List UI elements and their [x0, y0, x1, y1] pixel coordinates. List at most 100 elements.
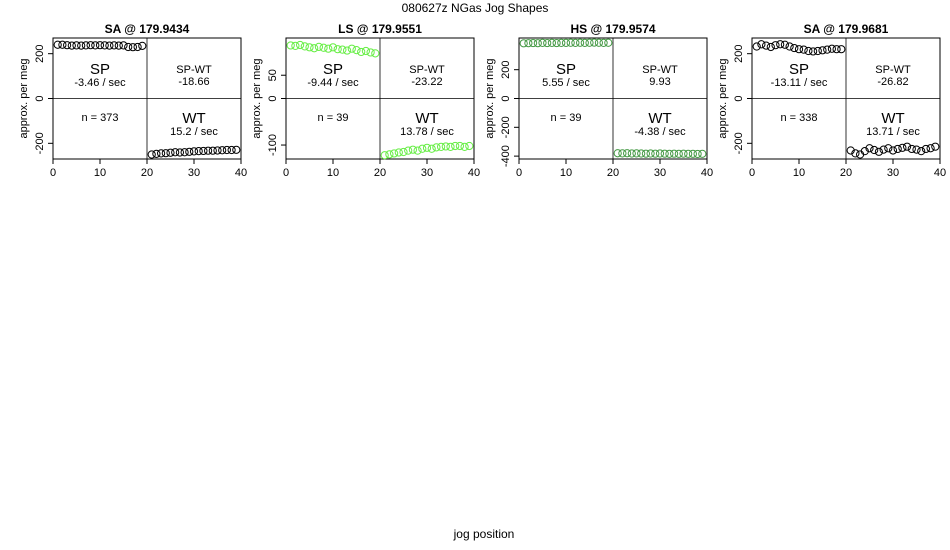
- data-point: [674, 149, 683, 158]
- data-point: [432, 143, 441, 152]
- data-point: [194, 147, 203, 156]
- x-tick-label: 0: [283, 167, 289, 179]
- panel-1: SA @ 179.9434 0 10 20 30 40 -200 0 200 approx. pe…: [18, 22, 247, 179]
- data-point: [385, 150, 394, 159]
- data-point: [594, 38, 604, 47]
- data-point: [147, 150, 156, 159]
- data-point: [888, 146, 898, 155]
- data-point: [286, 41, 295, 50]
- spwt-label: SP-WT: [176, 64, 212, 76]
- data-point: [291, 41, 300, 51]
- data-point: [328, 43, 338, 52]
- data-point: [879, 145, 888, 154]
- data-point: [67, 41, 76, 50]
- data-point: [580, 38, 589, 47]
- data-point: [418, 144, 427, 153]
- x-tick-label: 0: [516, 167, 522, 179]
- data-point: [790, 43, 799, 53]
- data-point: [138, 41, 147, 50]
- y-tick-label: 200: [34, 45, 46, 63]
- sp-label: SP: [323, 61, 343, 78]
- data-point: [218, 146, 227, 155]
- data-point: [305, 43, 314, 52]
- data-point: [352, 46, 361, 55]
- data-point: [893, 144, 902, 154]
- y-axis-title: approx. per meg: [484, 58, 496, 138]
- data-point: [300, 42, 309, 51]
- x-tick-label: 40: [701, 167, 713, 179]
- sp-rate: -9.44 / sec: [307, 77, 359, 89]
- x-tick-label: 20: [840, 167, 852, 179]
- data-point: [912, 145, 921, 154]
- wt-label: WT: [182, 110, 205, 127]
- data-point: [698, 149, 707, 158]
- x-tick-label: 10: [327, 167, 339, 179]
- data-point: [813, 46, 822, 56]
- data-point: [794, 45, 804, 54]
- data-point: [72, 41, 81, 50]
- data-point: [114, 41, 123, 50]
- data-point: [604, 38, 613, 47]
- data-point: [427, 144, 436, 153]
- data-point: [119, 41, 128, 50]
- y-tick-label: 0: [34, 95, 46, 101]
- data-point: [157, 149, 166, 158]
- data-point: [366, 48, 375, 57]
- data-point: [655, 149, 665, 158]
- data-point: [185, 147, 194, 156]
- panel-2: LS @ 179.9551 0 10 20 30 40 -100 0 50 approx. per…: [251, 22, 480, 179]
- spwt-value: 9.93: [649, 76, 670, 88]
- spwt-label: SP-WT: [409, 64, 445, 76]
- sp-rate: -3.46 / sec: [74, 77, 126, 89]
- x-tick-label: 30: [421, 167, 433, 179]
- data-point: [823, 45, 832, 54]
- panel-3: HS @ 179.9574 0 10 20 30 40 -400 -200 0 200 approx…: [484, 22, 713, 179]
- x-tick-label: 10: [793, 167, 805, 179]
- y-tick-label: -100: [267, 134, 279, 156]
- data-point: [95, 41, 105, 50]
- spwt-label: SP-WT: [875, 64, 911, 76]
- data-point: [613, 149, 622, 158]
- panel-title: HS @ 179.9574: [570, 22, 655, 36]
- data-point: [688, 149, 698, 158]
- data-point: [333, 45, 342, 54]
- x-tick-label: 20: [607, 167, 619, 179]
- sp-label: SP: [556, 61, 576, 78]
- y-tick-label: -200: [733, 132, 745, 154]
- data-point: [53, 40, 62, 49]
- data-point: [837, 45, 846, 54]
- figure-xlabel: jog position: [453, 527, 515, 541]
- x-tick-label: 10: [94, 167, 106, 179]
- panel-title: SA @ 179.9434: [105, 22, 190, 36]
- data-point: [324, 44, 333, 53]
- x-tick-label: 30: [654, 167, 666, 179]
- data-point: [566, 38, 575, 47]
- sp-label: SP: [789, 61, 809, 78]
- data-point: [860, 147, 869, 156]
- data-point: [898, 143, 907, 152]
- data-point: [903, 142, 912, 151]
- sp-rate: 5.55 / sec: [542, 77, 590, 89]
- data-point: [208, 146, 217, 155]
- n-label: n = 39: [551, 112, 582, 124]
- data-point: [590, 38, 599, 47]
- data-point: [171, 148, 180, 157]
- data-point: [338, 45, 347, 54]
- data-point: [651, 149, 660, 158]
- x-tick-label: 10: [560, 167, 572, 179]
- data-point: [86, 41, 95, 50]
- sp-rate: -13.11 / sec: [771, 77, 828, 89]
- data-point: [926, 144, 935, 153]
- data-point: [91, 41, 100, 50]
- x-tick-label: 40: [934, 167, 946, 179]
- data-point: [319, 43, 328, 52]
- data-point: [585, 38, 594, 47]
- x-tick-label: 40: [235, 167, 247, 179]
- data-point: [832, 45, 841, 54]
- data-point: [561, 38, 571, 47]
- data-point: [874, 147, 884, 156]
- x-tick-label: 20: [374, 167, 386, 179]
- data-point: [63, 41, 72, 50]
- data-point: [77, 41, 86, 50]
